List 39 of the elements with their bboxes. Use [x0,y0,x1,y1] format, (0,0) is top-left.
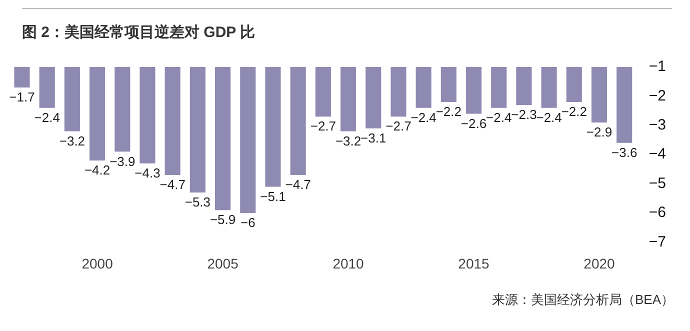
y-tick-label: −6 [648,204,666,222]
data-label: −2.4 [536,110,562,125]
data-label: −6 [240,215,256,230]
source-note: 来源：美国经济分析局（BEA） [490,291,675,309]
data-label: −2.4 [410,110,436,125]
y-tick-label: −1 [648,58,666,76]
x-tick-label: 2005 [207,255,239,272]
data-label: −5.9 [210,212,236,228]
data-label: −3.2 [335,133,362,148]
chart-title: 图 2：美国经常项目逆差对 GDP 比 [22,23,256,42]
data-label: −2.7 [386,118,412,134]
data-label: −4.3 [134,165,160,180]
data-label: −1.7 [9,90,35,105]
y-tick-label: −7 [648,233,666,250]
data-label: −2.9 [586,124,612,140]
x-tick-label: 2015 [458,255,490,272]
x-tick-label: 2020 [584,255,616,272]
data-label: −4.7 [160,177,186,192]
data-label: −2.7 [310,118,336,134]
y-tick-label: −2 [648,87,666,104]
y-tick-label: −5 [648,174,666,192]
data-label: −5.3 [184,194,211,210]
y-tick-label: −3 [648,116,666,134]
data-label: −2.2 [436,104,462,120]
data-label: −2.4 [34,110,60,125]
data-label: −3.2 [59,133,86,148]
data-label: −2.4 [486,110,512,125]
data-label: −3.1 [360,130,386,146]
data-label: −2.6 [460,116,487,131]
y-tick-label: −4 [648,146,666,163]
data-label: −3.9 [110,154,136,169]
x-tick-label: 2010 [332,255,364,272]
data-label: −3.6 [612,145,638,160]
data-label: −2.2 [561,104,587,120]
data-label: −5.1 [260,188,286,204]
data-label: −4.7 [285,177,311,192]
data-label: −2.3 [511,107,537,122]
x-tick-label: 2000 [82,255,114,272]
data-label: −4.2 [84,162,110,178]
